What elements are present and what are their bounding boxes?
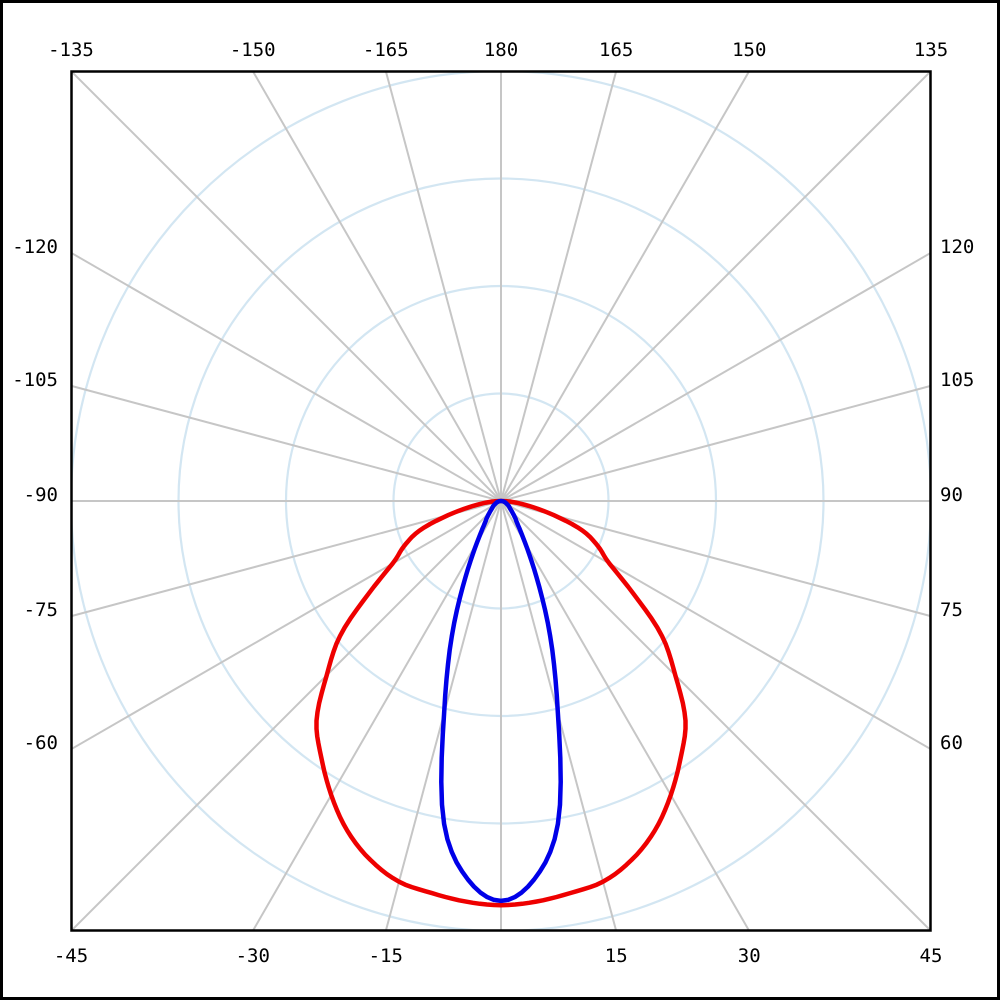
angle-label: 30	[737, 945, 761, 967]
angle-label: -30	[235, 945, 270, 967]
angle-label: -15	[368, 945, 403, 967]
angle-label: 120	[940, 235, 975, 258]
angle-label: -105	[12, 368, 58, 391]
angle-label: -150	[229, 39, 276, 61]
angle-label: 135	[913, 39, 949, 61]
angle-label: -120	[12, 235, 58, 258]
angle-label: -165	[362, 39, 409, 61]
angle-label: 105	[940, 368, 975, 391]
plot-frame	[70, 70, 932, 932]
angle-label: -60	[23, 732, 58, 755]
angle-label: -90	[23, 484, 58, 506]
red-curve	[314, 498, 688, 908]
angle-label: 75	[940, 599, 963, 622]
angle-label: -135	[48, 39, 94, 61]
angle-label: 165	[599, 39, 634, 61]
angle-label: 15	[604, 945, 628, 967]
angle-label: 180	[483, 39, 519, 61]
angle-label: 60	[940, 732, 963, 755]
angle-label: -45	[53, 945, 89, 967]
blue-curve	[439, 498, 563, 904]
angle-label: 45	[919, 945, 943, 967]
angle-label: -75	[23, 599, 58, 622]
angle-label: 150	[732, 39, 767, 61]
angle-label: 90	[940, 484, 963, 506]
